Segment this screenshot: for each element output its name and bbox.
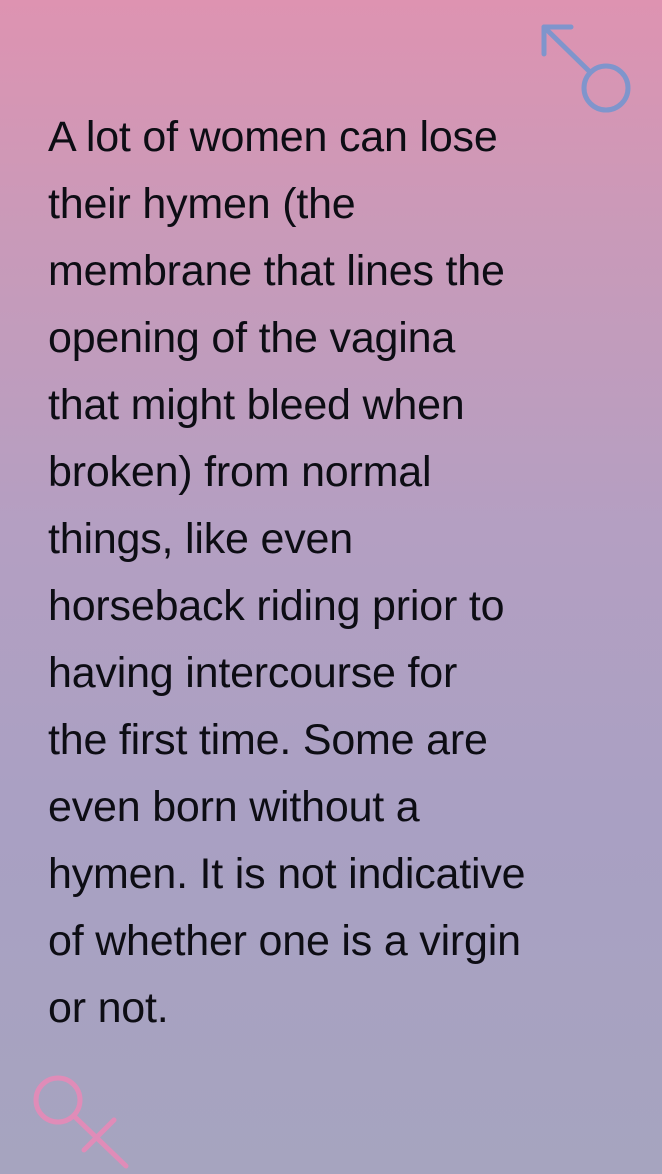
fact-line: having intercourse for [48, 649, 458, 697]
fact-line: opening of the vagina [48, 314, 456, 362]
fact-line: hymen. It is not indicative [48, 850, 526, 898]
fact-line: A lot of women can lose [48, 113, 498, 161]
fact-line: or not. [48, 984, 169, 1032]
fact-line: membrane that lines the [48, 247, 505, 295]
fact-line: of whether one is a virgin [48, 917, 521, 965]
fact-line: broken) from normal [48, 448, 432, 496]
male-symbol-icon [541, 24, 631, 113]
fact-line: horseback riding prior to [48, 582, 505, 630]
fact-line: that might bleed when [48, 381, 465, 429]
fact-line: things, like even [48, 515, 353, 563]
fact-line: the first time. Some are [48, 716, 488, 764]
female-symbol-icon [33, 1075, 129, 1169]
fact-text: A lot of women can lose their hymen (the… [48, 104, 608, 1042]
fact-line: their hymen (the [48, 180, 356, 228]
fact-line: even born without a [48, 783, 420, 831]
